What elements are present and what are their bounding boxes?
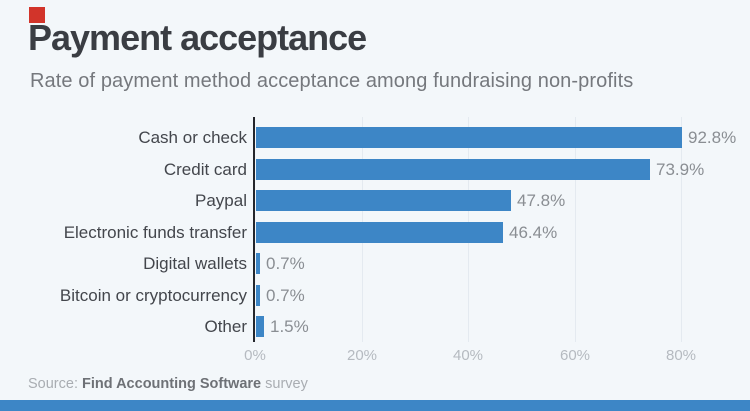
chart-title: Payment acceptance xyxy=(28,17,367,58)
category-label: Digital wallets xyxy=(143,254,247,273)
bar xyxy=(256,316,264,337)
x-tick-label: 20% xyxy=(346,347,378,364)
value-label: 0.7% xyxy=(266,286,305,305)
x-tick-label: 80% xyxy=(665,347,697,364)
category-label: Electronic funds transfer xyxy=(63,223,247,242)
value-label: 73.9% xyxy=(656,160,705,179)
category-label: Cash or check xyxy=(138,128,247,147)
bar xyxy=(256,159,650,180)
x-tick-label: 0% xyxy=(244,347,266,364)
bar xyxy=(256,285,260,306)
value-label: 0.7% xyxy=(266,254,305,273)
category-label: Paypal xyxy=(195,191,247,210)
y-axis-line xyxy=(253,117,255,342)
brand-footer-bar xyxy=(0,400,750,411)
gridline-80 xyxy=(681,117,682,342)
x-tick-label: 60% xyxy=(559,347,591,364)
value-label: 46.4% xyxy=(509,223,558,242)
source-suffix: survey xyxy=(261,376,308,392)
bar xyxy=(256,253,260,274)
category-label: Other xyxy=(204,317,247,336)
source-note: Source: Find Accounting Software survey xyxy=(28,376,308,392)
source-name: Find Accounting Software xyxy=(82,376,262,392)
value-label: 1.5% xyxy=(270,317,309,336)
source-prefix: Source: xyxy=(28,376,82,392)
brand-logo-square xyxy=(29,7,45,23)
bar xyxy=(256,127,682,148)
x-tick-label: 40% xyxy=(452,347,484,364)
category-label: Bitcoin or cryptocurrency xyxy=(59,286,247,305)
bar xyxy=(256,222,503,243)
gridline-60 xyxy=(575,117,576,342)
value-label: 92.8% xyxy=(688,128,737,147)
bar xyxy=(256,190,511,211)
category-label: Credit card xyxy=(163,160,247,179)
value-label: 47.8% xyxy=(517,191,566,210)
chart-subtitle: Rate of payment method acceptance among … xyxy=(30,70,634,92)
